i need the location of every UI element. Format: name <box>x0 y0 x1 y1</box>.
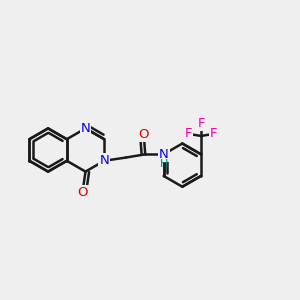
Text: H: H <box>159 159 168 169</box>
Text: F: F <box>184 127 192 140</box>
Text: F: F <box>197 116 205 130</box>
Text: O: O <box>77 186 88 199</box>
Text: N: N <box>81 122 90 135</box>
Text: N: N <box>99 154 109 167</box>
Text: O: O <box>139 128 149 141</box>
Text: N: N <box>159 148 169 161</box>
Text: F: F <box>210 127 218 140</box>
